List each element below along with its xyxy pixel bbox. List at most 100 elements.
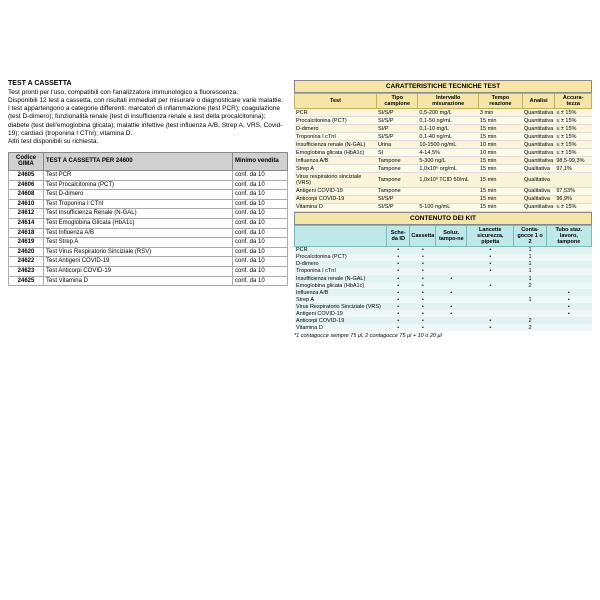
cell: • <box>410 317 436 324</box>
cell-code: 24625 <box>9 276 44 286</box>
table-row: Insufficienza renale (N-GAL)•••1 <box>295 275 592 282</box>
cell: Troponina I cTnI <box>295 133 377 141</box>
table-row: 24623Test Anticorpi COVID-19conf. da 10 <box>9 267 288 277</box>
cell: Qualitativa <box>522 173 554 187</box>
cell: Troponina I cTnI <box>295 268 387 275</box>
cell: SI/S/P <box>377 109 418 117</box>
table-row: Procalcitonina (PCT)SI/S/P0,1-50 ng/mL15… <box>295 117 592 125</box>
cell-min: conf. da 10 <box>233 247 288 257</box>
cell: Procalcitonina (PCT) <box>295 117 377 125</box>
cell: • <box>467 268 514 275</box>
cell: Qualitativa <box>522 165 554 173</box>
cell: • <box>467 246 514 254</box>
cell: 15 min <box>478 165 522 173</box>
cell: Emoglobina glicata (HbA1c) <box>295 149 377 157</box>
cell: 1,0x10³ TCID 50/mL <box>418 173 479 187</box>
cell: 0,5-200 mg/L <box>418 109 479 117</box>
cell: Antigeni COVID-19 <box>295 310 387 317</box>
cell-code: 24623 <box>9 267 44 277</box>
th: Tipo campione <box>377 94 418 109</box>
cell: 0,1-50 ng/mL <box>418 117 479 125</box>
cell: • <box>467 261 514 268</box>
cell: • <box>410 282 436 289</box>
cell: • <box>410 324 436 331</box>
cell <box>514 303 546 310</box>
cell-desc: Test PCR <box>44 171 233 181</box>
cell: 15 min <box>478 117 522 125</box>
cell: 97,1% <box>555 165 592 173</box>
cell: 1 <box>514 296 546 303</box>
cell: • <box>387 317 410 324</box>
cell <box>546 324 591 331</box>
cell-min: conf. da 10 <box>233 190 288 200</box>
cell: 15 min <box>478 157 522 165</box>
th: Cassetta <box>410 225 436 246</box>
cell: 97,53% <box>555 187 592 195</box>
table-row: Emoglobina glicata (HbA1c)•••2 <box>295 282 592 289</box>
table-row: Emoglobina glicata (HbA1c)SI4-14,5%10 mi… <box>295 149 592 157</box>
cell: Tampone <box>377 173 418 187</box>
cell <box>546 261 591 268</box>
cell: SI/P <box>377 125 418 133</box>
cell: • <box>410 254 436 261</box>
cell-code: 24622 <box>9 257 44 267</box>
cell-desc: Test Insufficienza Renale (N-GAL) <box>44 209 233 219</box>
kit-footnote: *1 contagocce sempre 75 μl, 2 contagocce… <box>294 333 592 339</box>
cell <box>418 187 479 195</box>
cell: • <box>436 310 467 317</box>
cell: Insufficienza renale (N-GAL) <box>295 141 377 149</box>
cell: Urina <box>377 141 418 149</box>
cell: • <box>467 282 514 289</box>
cell: Strep A <box>295 296 387 303</box>
cell <box>467 303 514 310</box>
cell: 15 min <box>478 195 522 203</box>
table-row: Anticorpi COVID-19•••2 <box>295 317 592 324</box>
cell: ≤ ± 15% <box>555 117 592 125</box>
cell: ≤ ± 15% <box>555 109 592 117</box>
cell: • <box>467 324 514 331</box>
cell <box>436 261 467 268</box>
cell <box>436 246 467 254</box>
cell: 96,9% <box>555 195 592 203</box>
th: Test <box>295 94 377 109</box>
cell: Vitamina D <box>295 203 377 211</box>
cell-desc: Test Influenza A/B <box>44 228 233 238</box>
cell: 15 min <box>478 133 522 141</box>
th: Conta-gocce 1 o 2 <box>514 225 546 246</box>
th: Lancette sicurezza, pipetta <box>467 225 514 246</box>
cell-min: conf. da 10 <box>233 209 288 219</box>
cassette-table: Codice GIMA TEST A CASSETTA PER 24600 Mi… <box>8 152 288 286</box>
kit-title: CONTENUTO DEI KIT <box>294 212 592 225</box>
kit-table: Sche-da IDCassettaSoluz. tampo-neLancett… <box>294 225 592 332</box>
cell-desc: Test D-dimero <box>44 190 233 200</box>
table-row: 24620Test Virus Respiratorio Sinciziale … <box>9 247 288 257</box>
cell: 98,5-99,3% <box>555 157 592 165</box>
cell: 3 min <box>478 109 522 117</box>
cell-code: 24612 <box>9 209 44 219</box>
table-row: Virus respiratorio sinciziale (VRS)Tampo… <box>295 173 592 187</box>
cell: • <box>546 310 591 317</box>
table-row: 24622Test Antigeni COVID-19conf. da 10 <box>9 257 288 267</box>
th: Intervallo misurazione <box>418 94 479 109</box>
table-row: PCR•••1 <box>295 246 592 254</box>
cell: 2 <box>514 317 546 324</box>
cell: Qualitativa <box>522 187 554 195</box>
cell: 2 <box>514 324 546 331</box>
th-desc: TEST A CASSETTA PER 24600 <box>44 152 233 170</box>
cell: • <box>387 268 410 275</box>
cell-min: conf. da 10 <box>233 238 288 248</box>
cell: Quantitativa <box>522 141 554 149</box>
cell <box>546 282 591 289</box>
cell: SI/S/P <box>377 117 418 125</box>
cell: Quantitativa <box>522 203 554 211</box>
th: Soluz. tampo-ne <box>436 225 467 246</box>
cell <box>546 268 591 275</box>
cell: • <box>387 254 410 261</box>
cell: 1,0x10⁶ org/mL <box>418 165 479 173</box>
table-row: 24605Test PCRconf. da 10 <box>9 171 288 181</box>
cell: 15 min <box>478 173 522 187</box>
cell: Anticorpi COVID-19 <box>295 195 377 203</box>
th: Sche-da ID <box>387 225 410 246</box>
table-row: PCRSI/S/P0,5-200 mg/L3 minQuantitativa≤ … <box>295 109 592 117</box>
cell: 15 min <box>478 203 522 211</box>
